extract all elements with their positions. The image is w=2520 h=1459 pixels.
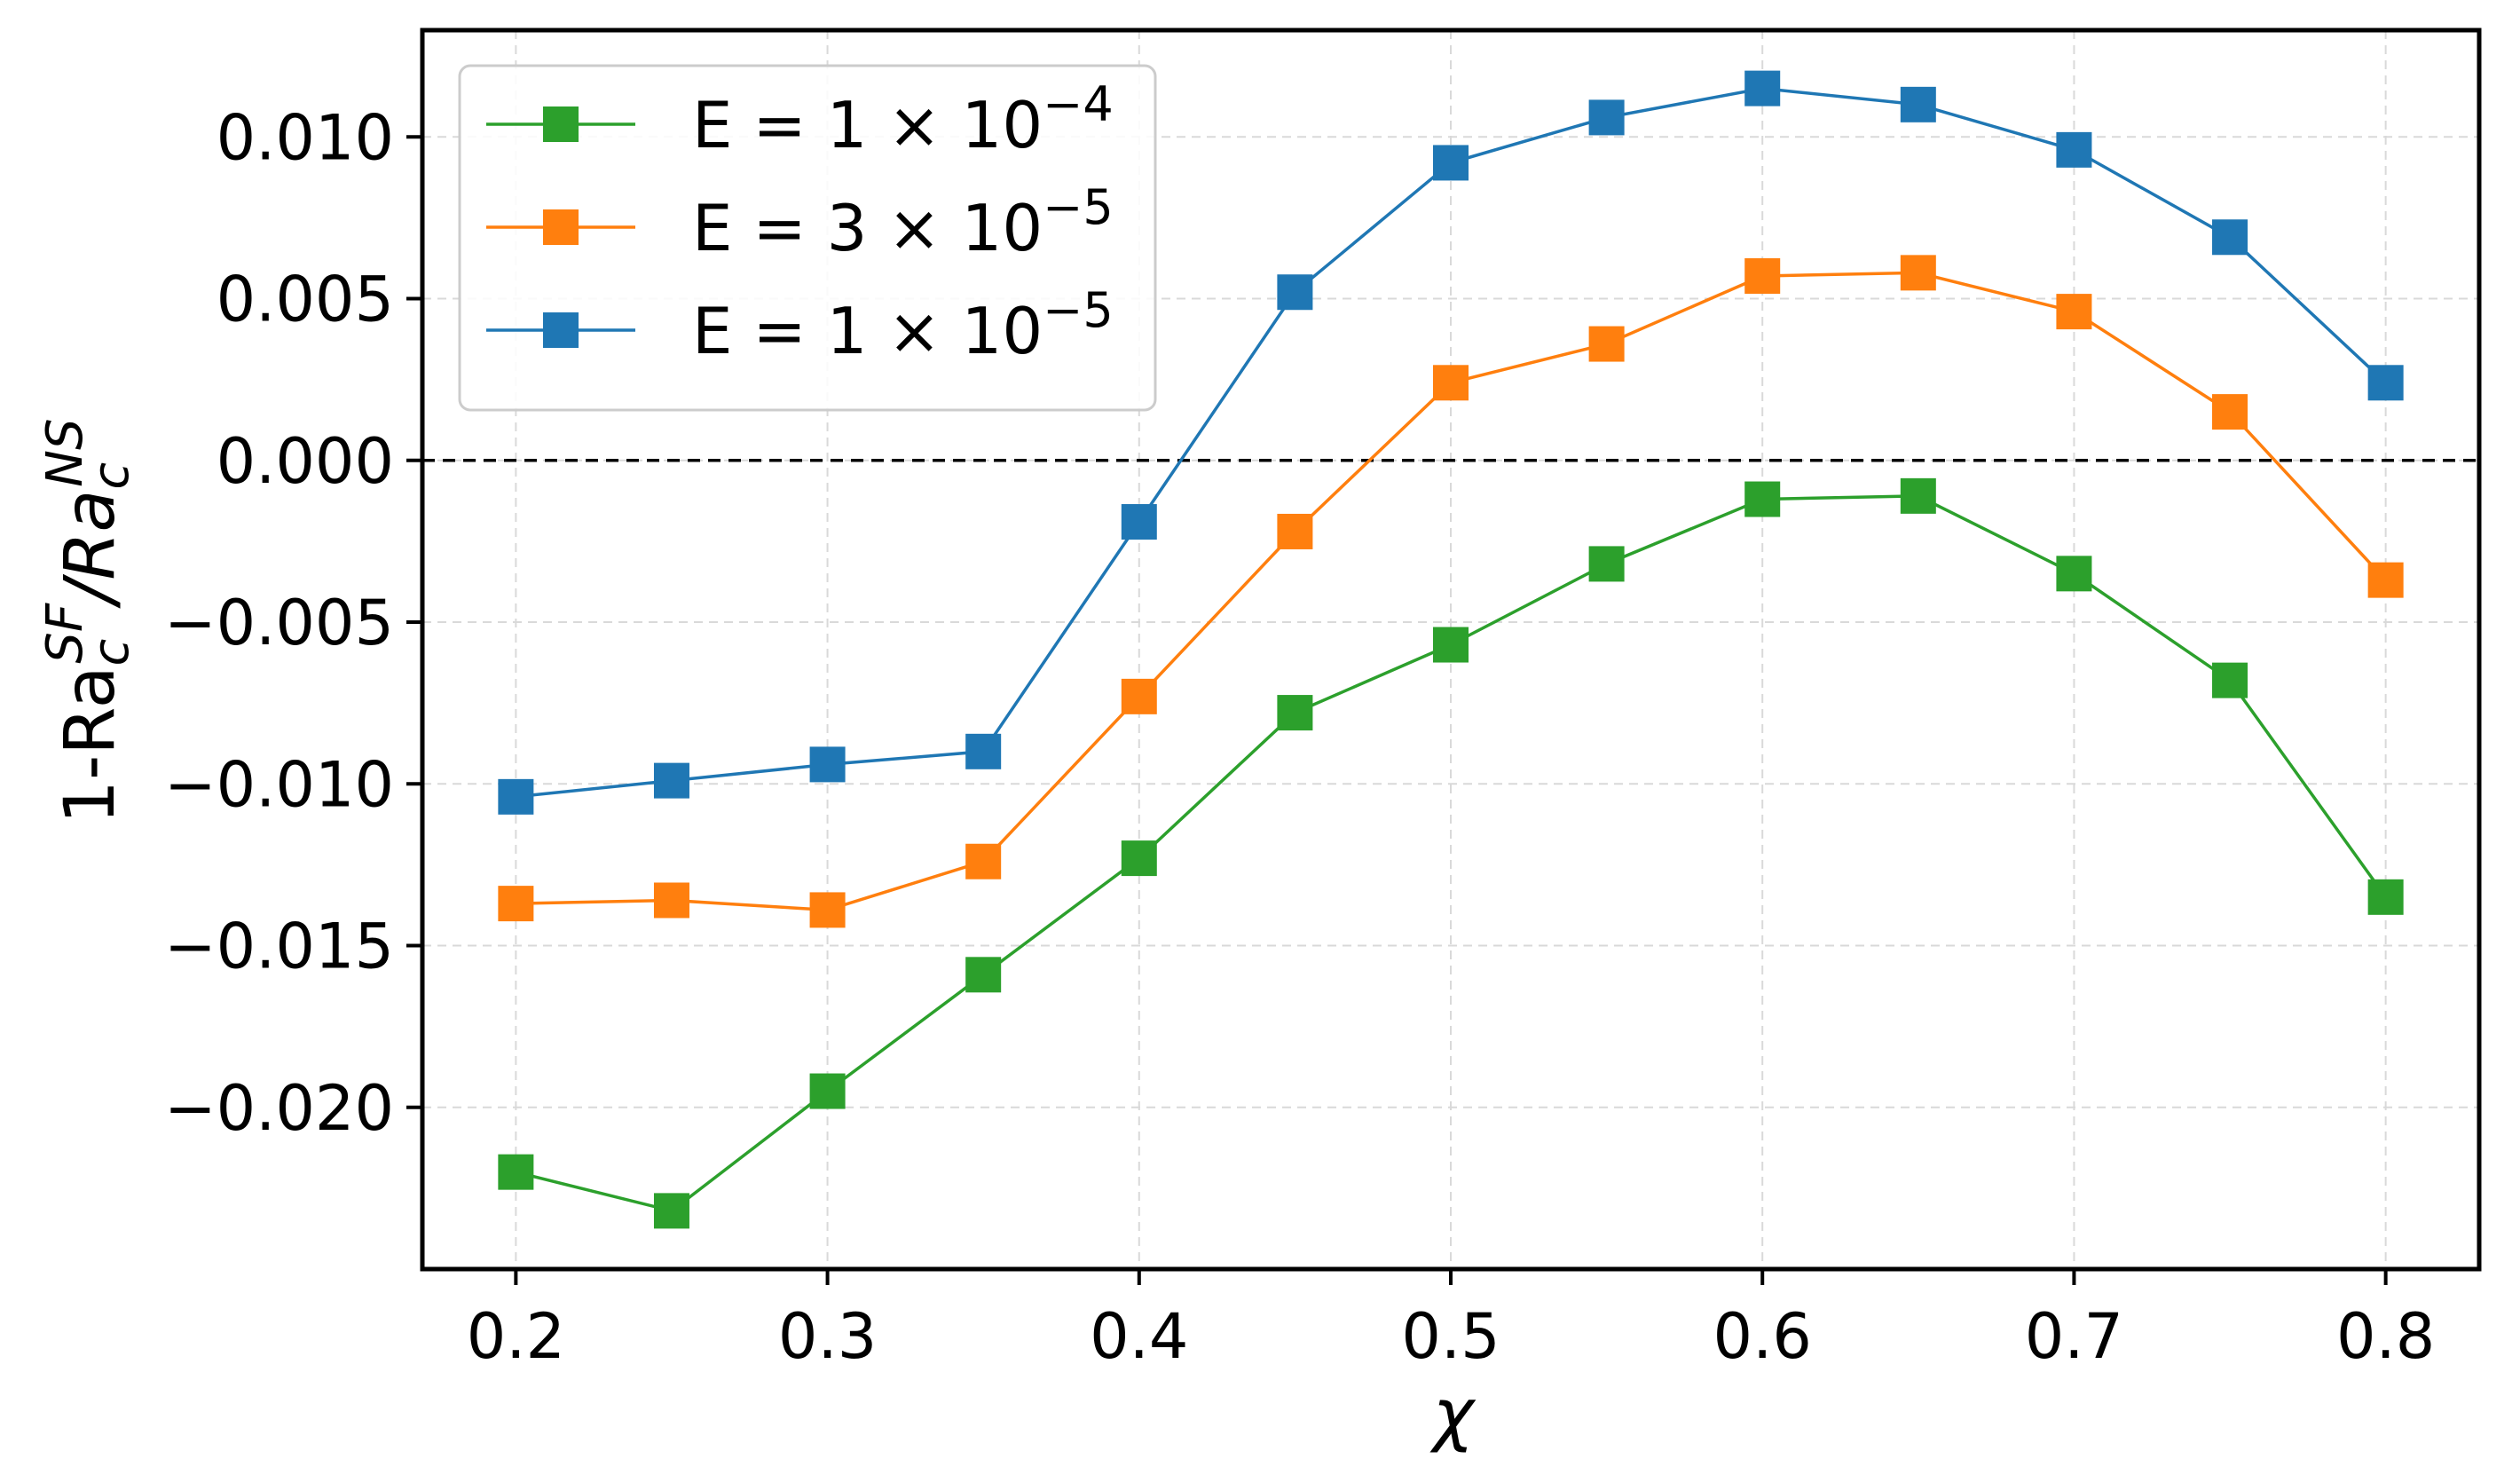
data-point	[2056, 131, 2092, 168]
y-tick-label: −0.005	[164, 587, 394, 659]
series-2	[498, 255, 2404, 928]
y-axis-label-sup1: SF	[36, 603, 94, 664]
data-point	[498, 778, 534, 815]
data-point	[1433, 627, 1469, 663]
legend-marker	[543, 312, 579, 348]
y-axis-label: 1-RacSF/RacNS	[36, 418, 140, 824]
data-point	[965, 843, 1002, 879]
data-point	[1900, 255, 1936, 291]
data-point	[1900, 477, 1936, 514]
data-point	[2212, 662, 2248, 698]
data-point	[1744, 258, 1781, 295]
data-point	[2212, 219, 2248, 256]
y-tick-label: 0.000	[217, 425, 394, 498]
data-point	[2212, 394, 2248, 430]
data-point	[653, 1193, 689, 1229]
data-point	[653, 762, 689, 799]
legend-marker	[543, 106, 579, 142]
data-point	[1744, 481, 1781, 517]
series-3	[498, 70, 2404, 815]
x-tick-label: 0.4	[1090, 1300, 1188, 1373]
data-point	[2367, 879, 2404, 915]
data-point	[965, 957, 1002, 993]
data-point	[2056, 556, 2092, 592]
data-point	[1121, 840, 1157, 877]
data-point	[1433, 145, 1469, 181]
y-axis-label-main: 1-Ra	[51, 666, 130, 824]
legend-label: E = 1 × 10−4	[692, 76, 1114, 162]
data-point	[1277, 513, 1313, 549]
x-axis-label: χ	[1429, 1375, 1477, 1455]
x-tick-label: 0.7	[2025, 1300, 2123, 1373]
data-point	[1121, 504, 1157, 540]
y-axis-label-sub1: c	[83, 639, 140, 666]
data-point	[1744, 70, 1781, 106]
y-tick-label: 0.005	[217, 264, 394, 336]
legend-box	[458, 64, 1157, 412]
legend-entry: E = 3 × 10−5	[486, 179, 1114, 265]
x-tick-label: 0.3	[778, 1300, 877, 1373]
data-point	[1121, 678, 1157, 714]
data-point	[1277, 274, 1313, 311]
data-point	[809, 1073, 846, 1109]
y-tick-label: −0.015	[164, 911, 394, 983]
data-point	[1588, 546, 1625, 582]
legend-entry: E = 1 × 10−5	[486, 282, 1114, 368]
y-axis-label-sub2: c	[83, 462, 140, 490]
axis-ticks: 0.2 0.3 0.4 0.5 0.6 0.7 0.8 0.010 0.005 0.000 −0.0…	[164, 101, 2435, 1373]
data-point	[1900, 86, 1936, 122]
data-point	[2056, 294, 2092, 330]
data-point	[653, 882, 689, 919]
data-point	[2367, 365, 2404, 401]
x-tick-label: 0.6	[1713, 1300, 1812, 1373]
y-tick-label: 0.010	[217, 101, 394, 174]
x-tick-label: 0.5	[1401, 1300, 1500, 1373]
legend-label: E = 3 × 10−5	[692, 179, 1114, 265]
legend: E = 1 × 10−4 E = 3 × 10−5 E = 1 × 10−5	[458, 64, 1157, 412]
data-point	[1588, 99, 1625, 136]
x-tick-label: 0.2	[467, 1300, 565, 1373]
data-point	[1277, 695, 1313, 731]
data-point	[1588, 326, 1625, 362]
legend-entry: E = 1 × 10−4	[486, 76, 1114, 162]
legend-label: E = 1 × 10−5	[692, 282, 1114, 368]
y-axis-label-slash: /Ra	[51, 490, 130, 609]
data-point	[498, 1154, 534, 1190]
y-tick-label: −0.020	[164, 1072, 394, 1145]
y-axis-label-sup2: NS	[36, 418, 94, 486]
data-point	[965, 733, 1002, 769]
data-point	[809, 746, 846, 783]
series-1	[498, 477, 2404, 1229]
y-tick-label: −0.010	[164, 748, 394, 821]
legend-marker	[543, 209, 579, 245]
data-point	[498, 886, 534, 922]
data-point	[1433, 365, 1469, 401]
series-layer	[498, 70, 2404, 1229]
data-point	[2367, 562, 2404, 598]
x-tick-label: 0.8	[2336, 1300, 2435, 1373]
data-point	[809, 892, 846, 928]
